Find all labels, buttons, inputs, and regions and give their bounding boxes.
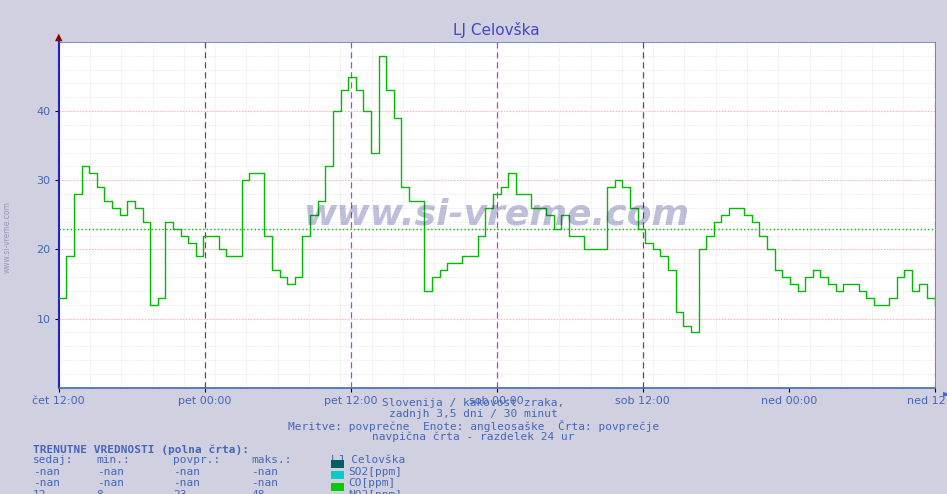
- Text: zadnjh 3,5 dni / 30 minut: zadnjh 3,5 dni / 30 minut: [389, 409, 558, 419]
- Text: sedaj:: sedaj:: [33, 455, 74, 465]
- Text: -nan: -nan: [33, 478, 61, 488]
- Text: -nan: -nan: [97, 467, 124, 477]
- Text: Slovenija / kakovost zraka,: Slovenija / kakovost zraka,: [383, 398, 564, 408]
- Text: -nan: -nan: [97, 478, 124, 488]
- Text: CO[ppm]: CO[ppm]: [348, 478, 396, 488]
- Text: -nan: -nan: [251, 478, 278, 488]
- Text: -nan: -nan: [33, 467, 61, 477]
- Text: -nan: -nan: [173, 478, 201, 488]
- Text: 12: 12: [33, 490, 46, 494]
- Text: www.si-vreme.com: www.si-vreme.com: [304, 198, 689, 232]
- Text: TRENUTNE VREDNOSTI (polna črta):: TRENUTNE VREDNOSTI (polna črta):: [33, 445, 249, 455]
- Text: 48: 48: [251, 490, 264, 494]
- Text: LJ Celovška: LJ Celovška: [331, 455, 405, 465]
- Text: 8: 8: [97, 490, 103, 494]
- Text: min.:: min.:: [97, 455, 131, 465]
- Text: -nan: -nan: [251, 467, 278, 477]
- Title: LJ Celovška: LJ Celovška: [454, 22, 540, 38]
- Text: SO2[ppm]: SO2[ppm]: [348, 467, 402, 477]
- Text: Meritve: povprečne  Enote: angleosaške  Črta: povprečje: Meritve: povprečne Enote: angleosaške Čr…: [288, 420, 659, 432]
- Text: povpr.:: povpr.:: [173, 455, 221, 465]
- Text: www.si-vreme.com: www.si-vreme.com: [3, 201, 12, 273]
- Text: maks.:: maks.:: [251, 455, 292, 465]
- Text: -nan: -nan: [173, 467, 201, 477]
- Text: navpična črta - razdelek 24 ur: navpična črta - razdelek 24 ur: [372, 432, 575, 442]
- Text: ►: ►: [943, 388, 947, 398]
- Text: ▲: ▲: [55, 32, 63, 42]
- Text: NO2[ppm]: NO2[ppm]: [348, 490, 402, 494]
- Text: 23: 23: [173, 490, 187, 494]
